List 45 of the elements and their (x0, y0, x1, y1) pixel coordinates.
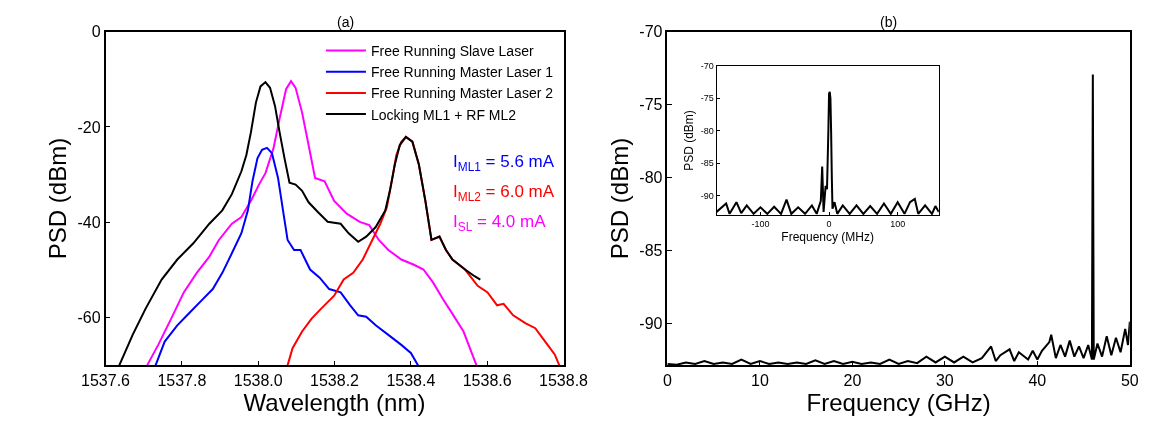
x-tick-label: -100 (751, 218, 770, 229)
annotation: I$_{ML1}$ = 5.6 mA (453, 152, 555, 174)
x-tick-label: 40 (1028, 372, 1047, 390)
y-tick-label: -90 (639, 314, 663, 332)
y-axis-title: PSD (dBm) (44, 137, 72, 260)
x-tick-label: 1538.6 (462, 372, 512, 390)
x-tick-label: 1538.2 (310, 372, 360, 390)
y-tick-label: -75 (639, 96, 663, 114)
x-tick-label: 10 (750, 372, 769, 390)
legend-label: Free Running Master Laser 1 (370, 64, 554, 81)
x-axis-title: Frequency (GHz) (806, 389, 991, 417)
y-tick-label: -70 (639, 23, 663, 41)
chart-title: (b) (880, 14, 898, 30)
y-tick-label: -85 (700, 158, 714, 169)
x-tick-label: 1537.6 (81, 372, 131, 390)
y-tick-label: -80 (700, 125, 714, 136)
annotation: I$_{SL}$ = 4.0 mA (453, 212, 547, 234)
x-tick-label: 100 (890, 218, 906, 229)
y-tick-label: -75 (700, 93, 714, 104)
x-axis-title: Wavelength (nm) (243, 389, 426, 417)
y-tick-label: -70 (700, 60, 714, 71)
x-tick-label: 1538.8 (539, 372, 589, 390)
legend-label: Locking ML1 + RF ML2 (370, 106, 517, 123)
x-tick-label: 0 (826, 218, 832, 229)
y-tick-label: -80 (639, 168, 663, 186)
x-axis-title: Frequency (MHz) (781, 229, 875, 244)
x-tick-label: 1538.0 (233, 372, 283, 390)
y-tick-label: 0 (91, 23, 101, 41)
x-tick-label: 1538.4 (386, 372, 436, 390)
y-tick-label: -90 (700, 190, 714, 201)
y-tick-label: -40 (77, 213, 101, 231)
x-tick-label: 30 (935, 372, 954, 390)
line-series (154, 146, 420, 366)
y-tick-label: -20 (77, 118, 101, 136)
annotation: I$_{ML2}$ = 6.0 mA (453, 182, 555, 204)
x-tick-label: 1537.8 (157, 372, 207, 390)
legend-label: Free Running Slave Laser (370, 42, 534, 59)
x-tick-label: 50 (1120, 372, 1139, 390)
y-tick-label: -60 (77, 309, 101, 327)
x-tick-label: 20 (843, 372, 862, 390)
chart-title: (a) (337, 14, 355, 30)
y-tick-label: -85 (639, 241, 663, 259)
y-axis-title: PSD (dBm) (682, 110, 697, 171)
legend-label: Free Running Master Laser 2 (370, 85, 554, 102)
y-axis-title: PSD (dBm) (605, 137, 633, 260)
